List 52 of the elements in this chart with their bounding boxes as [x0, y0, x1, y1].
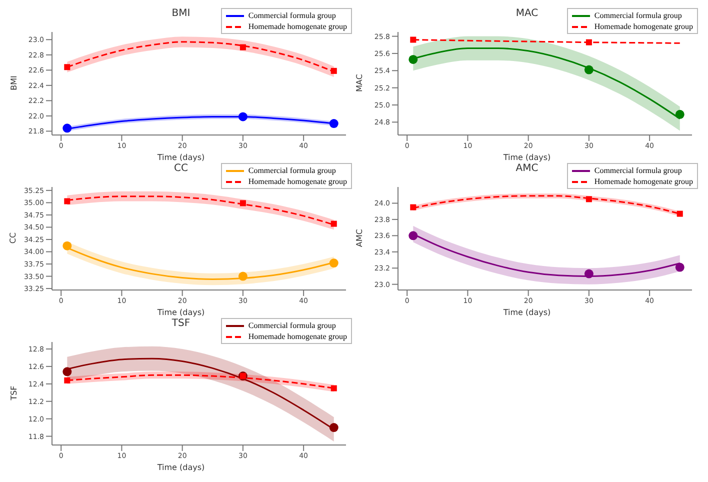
point: [64, 377, 70, 384]
legend-label: Commercial formula group: [248, 320, 336, 331]
y-axis-title: AMC: [355, 228, 365, 246]
chart-title: MAC: [516, 8, 538, 19]
y-axis-title: CC: [8, 232, 19, 244]
point: [408, 54, 418, 64]
legend-label: Homemade homogenate group: [248, 21, 347, 32]
legend-label: Commercial formula group: [248, 165, 336, 176]
point: [62, 367, 72, 376]
legend-label: Commercial formula group: [248, 10, 336, 21]
point: [330, 68, 337, 74]
chart-title: CC: [174, 163, 188, 174]
point: [676, 210, 683, 217]
point: [330, 385, 337, 392]
point: [329, 119, 338, 128]
point: [238, 272, 248, 281]
point: [675, 110, 684, 119]
point: [330, 220, 337, 227]
point: [62, 124, 72, 133]
legend-label: Homemade homogenate group: [594, 21, 693, 32]
x-axis-title: Time (days): [502, 152, 552, 163]
legend-label: Homemade homogenate group: [594, 176, 693, 187]
point: [329, 258, 338, 268]
point: [586, 39, 592, 46]
legend-label: Commercial formula group: [594, 165, 682, 176]
point: [410, 204, 416, 210]
y-axis-title: BMI: [9, 75, 19, 90]
x-axis-title: Time (days): [156, 307, 206, 318]
x-axis-title: Time (days): [502, 307, 552, 318]
legend-label: Commercial formula group: [594, 10, 682, 21]
y-axis-title: TSF: [9, 385, 19, 400]
point: [584, 269, 594, 278]
point: [584, 65, 594, 74]
point: [64, 64, 70, 70]
chart-title: TSF: [172, 318, 190, 329]
point: [329, 423, 338, 432]
point: [240, 44, 246, 50]
legend-label: Homemade homogenate group: [248, 176, 347, 187]
point: [408, 231, 418, 240]
point: [675, 262, 684, 272]
point: [586, 196, 592, 202]
point: [238, 112, 248, 122]
legend-label: Homemade homogenate group: [248, 331, 347, 342]
x-axis-title: Time (days): [156, 462, 206, 473]
point: [64, 198, 70, 204]
point: [240, 200, 246, 206]
x-axis-title: Time (days): [156, 152, 206, 163]
point: [410, 36, 416, 43]
chart-title: BMI: [172, 8, 190, 19]
chart-title: AMC: [516, 163, 538, 174]
point: [62, 241, 72, 250]
y-axis-title: MAC: [355, 74, 365, 92]
